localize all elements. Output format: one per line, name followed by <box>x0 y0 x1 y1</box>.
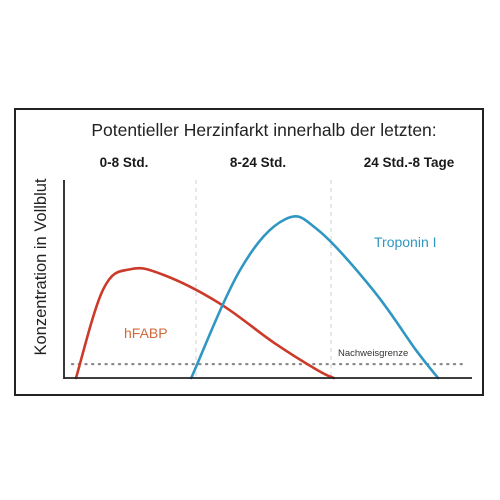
series-label-troponin: Troponin I <box>374 234 437 250</box>
series-layer <box>74 215 440 380</box>
period-label-0-8: 0-8 Std. <box>100 155 149 170</box>
chart-frame <box>14 108 484 396</box>
period-label-8-24: 8-24 Std. <box>230 155 286 170</box>
series-label-hfabp: hFABP <box>124 325 168 341</box>
chart-title: Potentieller Herzinfarkt innerhalb der l… <box>91 120 436 140</box>
period-label-24-8-days: 24 Std.-8 Tage <box>364 155 455 170</box>
period-dividers <box>195 180 332 378</box>
threshold-label: Nachweisgrenze <box>338 348 408 359</box>
y-axis-label: Konzentration in Vollblut <box>32 178 50 355</box>
series-line-hfabp <box>74 266 336 380</box>
series-line-troponin-i <box>189 215 440 380</box>
